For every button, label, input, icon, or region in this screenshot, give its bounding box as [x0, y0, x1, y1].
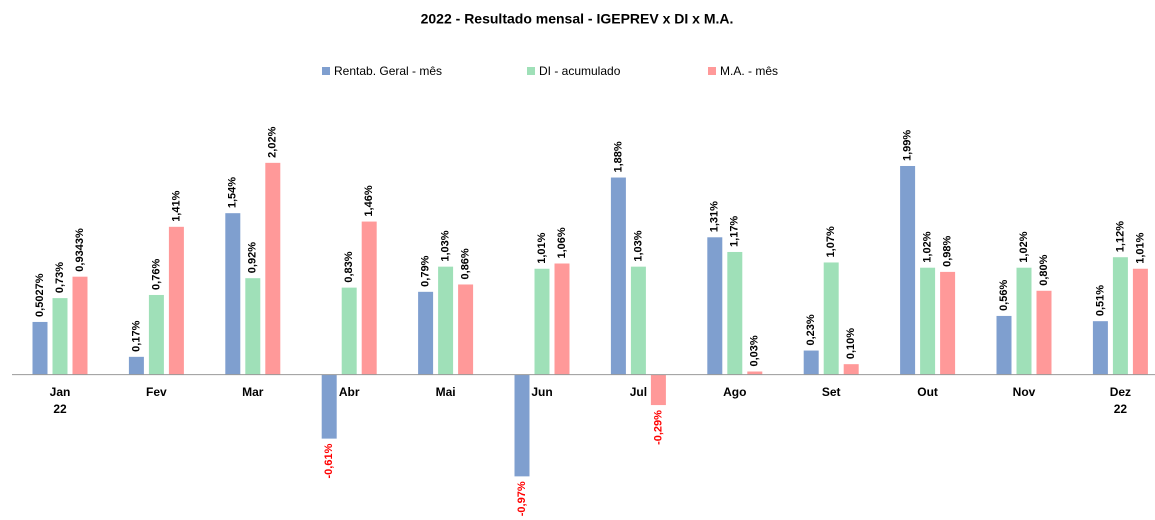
bar: [148, 294, 164, 375]
bar: [72, 276, 88, 375]
bar: [707, 237, 723, 375]
value-label: -0,97%: [516, 481, 528, 516]
x-tick-label: Jun: [531, 385, 552, 399]
value-label: 1,01%: [1134, 232, 1146, 263]
value-label: 1,41%: [170, 190, 182, 221]
bar: [52, 298, 68, 375]
value-label: 0,17%: [130, 320, 142, 351]
legend-swatch: [527, 67, 535, 75]
bar: [514, 374, 530, 477]
legend-label: DI - acumulado: [539, 64, 621, 78]
x-tick-label: Jan: [50, 385, 71, 399]
x-tick-label: Fev: [146, 385, 167, 399]
value-label: 1,03%: [440, 230, 452, 261]
bar: [1036, 290, 1052, 375]
bar: [321, 374, 337, 439]
value-label: 1,46%: [363, 185, 375, 216]
value-label: 1,99%: [902, 130, 914, 161]
x-tick-label: Ago: [723, 385, 746, 399]
x-tick-label: Abr: [339, 385, 360, 399]
bar: [361, 221, 377, 375]
bar: [534, 268, 550, 375]
value-label: 1,54%: [227, 177, 239, 208]
bar: [940, 271, 956, 375]
chart-title: 2022 - Resultado mensal - IGEPREV x DI x…: [421, 11, 734, 27]
value-label: 1,17%: [729, 216, 741, 247]
value-label: 0,5027%: [34, 273, 46, 317]
bar: [418, 291, 434, 375]
bar: [225, 213, 241, 375]
value-label: -0,61%: [323, 443, 335, 478]
x-tick-label: Nov: [1013, 385, 1036, 399]
x-tick-label: Dez: [1110, 385, 1131, 399]
bar: [803, 350, 819, 375]
bar: [168, 226, 184, 375]
bar: [341, 287, 357, 375]
value-label: 1,31%: [709, 201, 721, 232]
value-label: 1,07%: [825, 226, 837, 257]
x-tick-label: Mai: [436, 385, 456, 399]
value-label: 0,23%: [805, 314, 817, 345]
legend-label: Rentab. Geral - mês: [334, 64, 442, 78]
value-label: 0,80%: [1038, 254, 1050, 285]
bar: [1016, 267, 1032, 375]
value-label: 0,98%: [942, 235, 954, 266]
x-tick-label: Set: [822, 385, 841, 399]
bar: [900, 165, 916, 375]
legend-label: M.A. - mês: [720, 64, 778, 78]
value-label: 0,73%: [54, 262, 66, 293]
bar: [458, 284, 474, 375]
x-tick-label: Out: [917, 385, 938, 399]
value-label: 1,02%: [922, 231, 934, 262]
value-label: 1,06%: [556, 227, 568, 258]
value-label: 0,76%: [150, 259, 162, 290]
value-label: 0,83%: [343, 251, 355, 282]
value-label: 0,92%: [247, 242, 259, 273]
value-label: 2,02%: [267, 126, 279, 157]
x-tick-sublabel: 22: [1114, 402, 1128, 416]
bar: [554, 263, 570, 375]
value-label: 0,56%: [998, 280, 1010, 311]
value-label: 0,10%: [845, 328, 857, 359]
value-label: 1,02%: [1018, 231, 1030, 262]
value-label: 1,03%: [632, 230, 644, 261]
bar: [1092, 321, 1108, 375]
x-tick-sublabel: 22: [53, 402, 67, 416]
value-label: 0,86%: [460, 248, 472, 279]
x-tick-label: Mar: [242, 385, 264, 399]
bar: [265, 162, 281, 375]
bar: [245, 278, 261, 375]
bar: [747, 371, 763, 375]
value-label: 0,9343%: [74, 228, 86, 272]
legend-swatch: [322, 67, 330, 75]
bar: [1112, 257, 1128, 375]
value-label: 1,88%: [612, 141, 624, 172]
value-label: 0,03%: [749, 335, 761, 366]
value-label: 1,12%: [1114, 221, 1126, 252]
x-tick-label: Jul: [630, 385, 647, 399]
bar: [128, 356, 144, 375]
bar: [650, 374, 666, 406]
bar: [843, 364, 859, 375]
bar: [1132, 268, 1148, 375]
bar: [823, 262, 839, 375]
value-label: 1,01%: [536, 232, 548, 263]
bar: [438, 266, 454, 375]
bar: [610, 177, 626, 375]
bar: [32, 321, 48, 375]
bar: [727, 251, 743, 375]
value-label: -0,29%: [652, 410, 664, 445]
value-label: 0,51%: [1094, 285, 1106, 316]
bar: [920, 267, 936, 375]
legend-swatch: [708, 67, 716, 75]
bar: [996, 315, 1012, 375]
value-label: 0,79%: [420, 255, 432, 286]
bar: [630, 266, 646, 375]
